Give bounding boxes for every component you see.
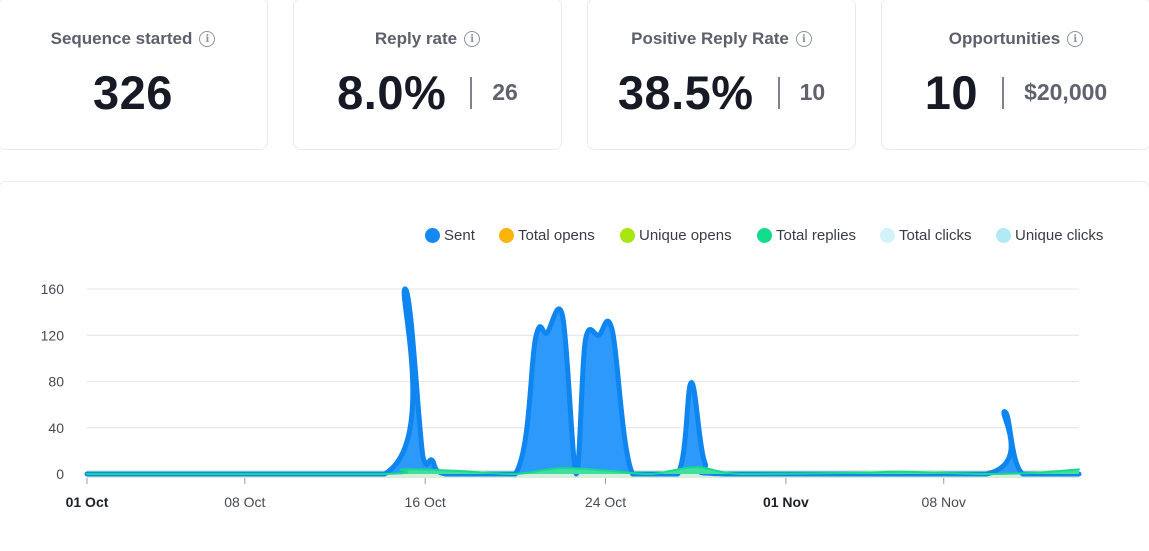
metric-secondary-value: 10 — [799, 79, 826, 105]
metric-divider — [470, 76, 473, 109]
y-tick-label: 80 — [48, 374, 64, 390]
x-tick-label: 24 Oct — [585, 494, 626, 510]
legend-label: Unique clicks — [1015, 226, 1104, 244]
metric-values: 326 — [0, 65, 267, 120]
legend-label: Unique opens — [639, 226, 732, 244]
series-area-total-replies — [87, 467, 1079, 474]
legend-item-total-replies[interactable]: Total replies — [757, 225, 856, 245]
legend-label: Sent — [444, 226, 475, 244]
legend-item-sent[interactable]: Sent — [425, 225, 475, 245]
legend-item-unique-opens[interactable]: Unique opens — [620, 225, 732, 245]
metric-title-label: Reply rate — [374, 29, 458, 48]
legend-item-total-opens[interactable]: Total opens — [499, 225, 595, 245]
y-tick-label: 160 — [41, 281, 65, 297]
legend-label: Total replies — [776, 226, 857, 244]
info-icon[interactable]: i — [199, 31, 216, 47]
legend-dot-total-opens — [499, 227, 514, 243]
legend-item-unique-clicks[interactable]: Unique clicks — [996, 225, 1103, 245]
metric-divider — [777, 76, 780, 109]
metric-values: 10 $20,000 — [882, 65, 1149, 120]
x-tick-label: 08 Nov — [922, 494, 966, 510]
metric-value: 38.5% — [617, 66, 754, 119]
chart-legend: Sent Total opens Unique opens Total repl… — [0, 225, 1149, 245]
legend-item-total-clicks[interactable]: Total clicks — [880, 225, 972, 245]
x-tick-label: 08 Oct — [224, 494, 265, 510]
metric-value: 326 — [93, 66, 173, 119]
legend-dot-unique-clicks — [996, 227, 1011, 243]
metric-title: Reply rate i — [294, 29, 561, 49]
metric-title-label: Sequence started — [50, 29, 193, 48]
analytics-chart-card — [0, 181, 1149, 551]
info-icon[interactable]: i — [464, 31, 481, 47]
series-line-total-replies — [86, 466, 1080, 476]
x-tick-label: 01 Oct — [66, 494, 109, 510]
metric-card-sequence-started: Sequence started i 326 — [0, 0, 268, 150]
legend-label: Total opens — [518, 226, 595, 244]
metric-values: 8.0% 26 — [294, 65, 561, 120]
metric-divider — [1002, 76, 1005, 109]
legend-dot-sent — [425, 227, 440, 243]
info-icon[interactable]: i — [1067, 31, 1084, 47]
metric-title: Opportunities i — [882, 29, 1149, 49]
metric-value: 8.0% — [337, 66, 447, 119]
metric-values: 38.5% 10 — [588, 65, 855, 120]
legend-dot-total-clicks — [880, 227, 895, 243]
y-tick-label: 120 — [41, 327, 65, 343]
legend-label: Total clicks — [899, 226, 972, 244]
metric-card-positive-reply-rate: Positive Reply Rate i 38.5% 10 — [587, 0, 856, 150]
info-icon[interactable]: i — [795, 31, 812, 47]
y-tick-label: 40 — [48, 420, 64, 436]
metric-card-opportunities: Opportunities i 10 $20,000 — [881, 0, 1149, 150]
x-tick-label: 16 Oct — [405, 494, 446, 510]
metric-secondary-value: $20,000 — [1024, 79, 1108, 105]
metric-title-label: Positive Reply Rate — [631, 29, 789, 48]
legend-dot-total-replies — [757, 227, 772, 243]
metric-value: 10 — [924, 66, 979, 119]
metric-secondary-value: 26 — [492, 79, 518, 105]
x-tick-label: 01 Nov — [763, 494, 809, 510]
metric-title: Sequence started i — [0, 29, 267, 49]
metric-title-label: Opportunities — [948, 29, 1061, 48]
metric-card-reply-rate: Reply rate i 8.0% 26 — [293, 0, 562, 150]
y-tick-label: 0 — [56, 466, 64, 482]
metric-title: Positive Reply Rate i — [588, 29, 855, 49]
legend-dot-unique-opens — [620, 227, 635, 243]
